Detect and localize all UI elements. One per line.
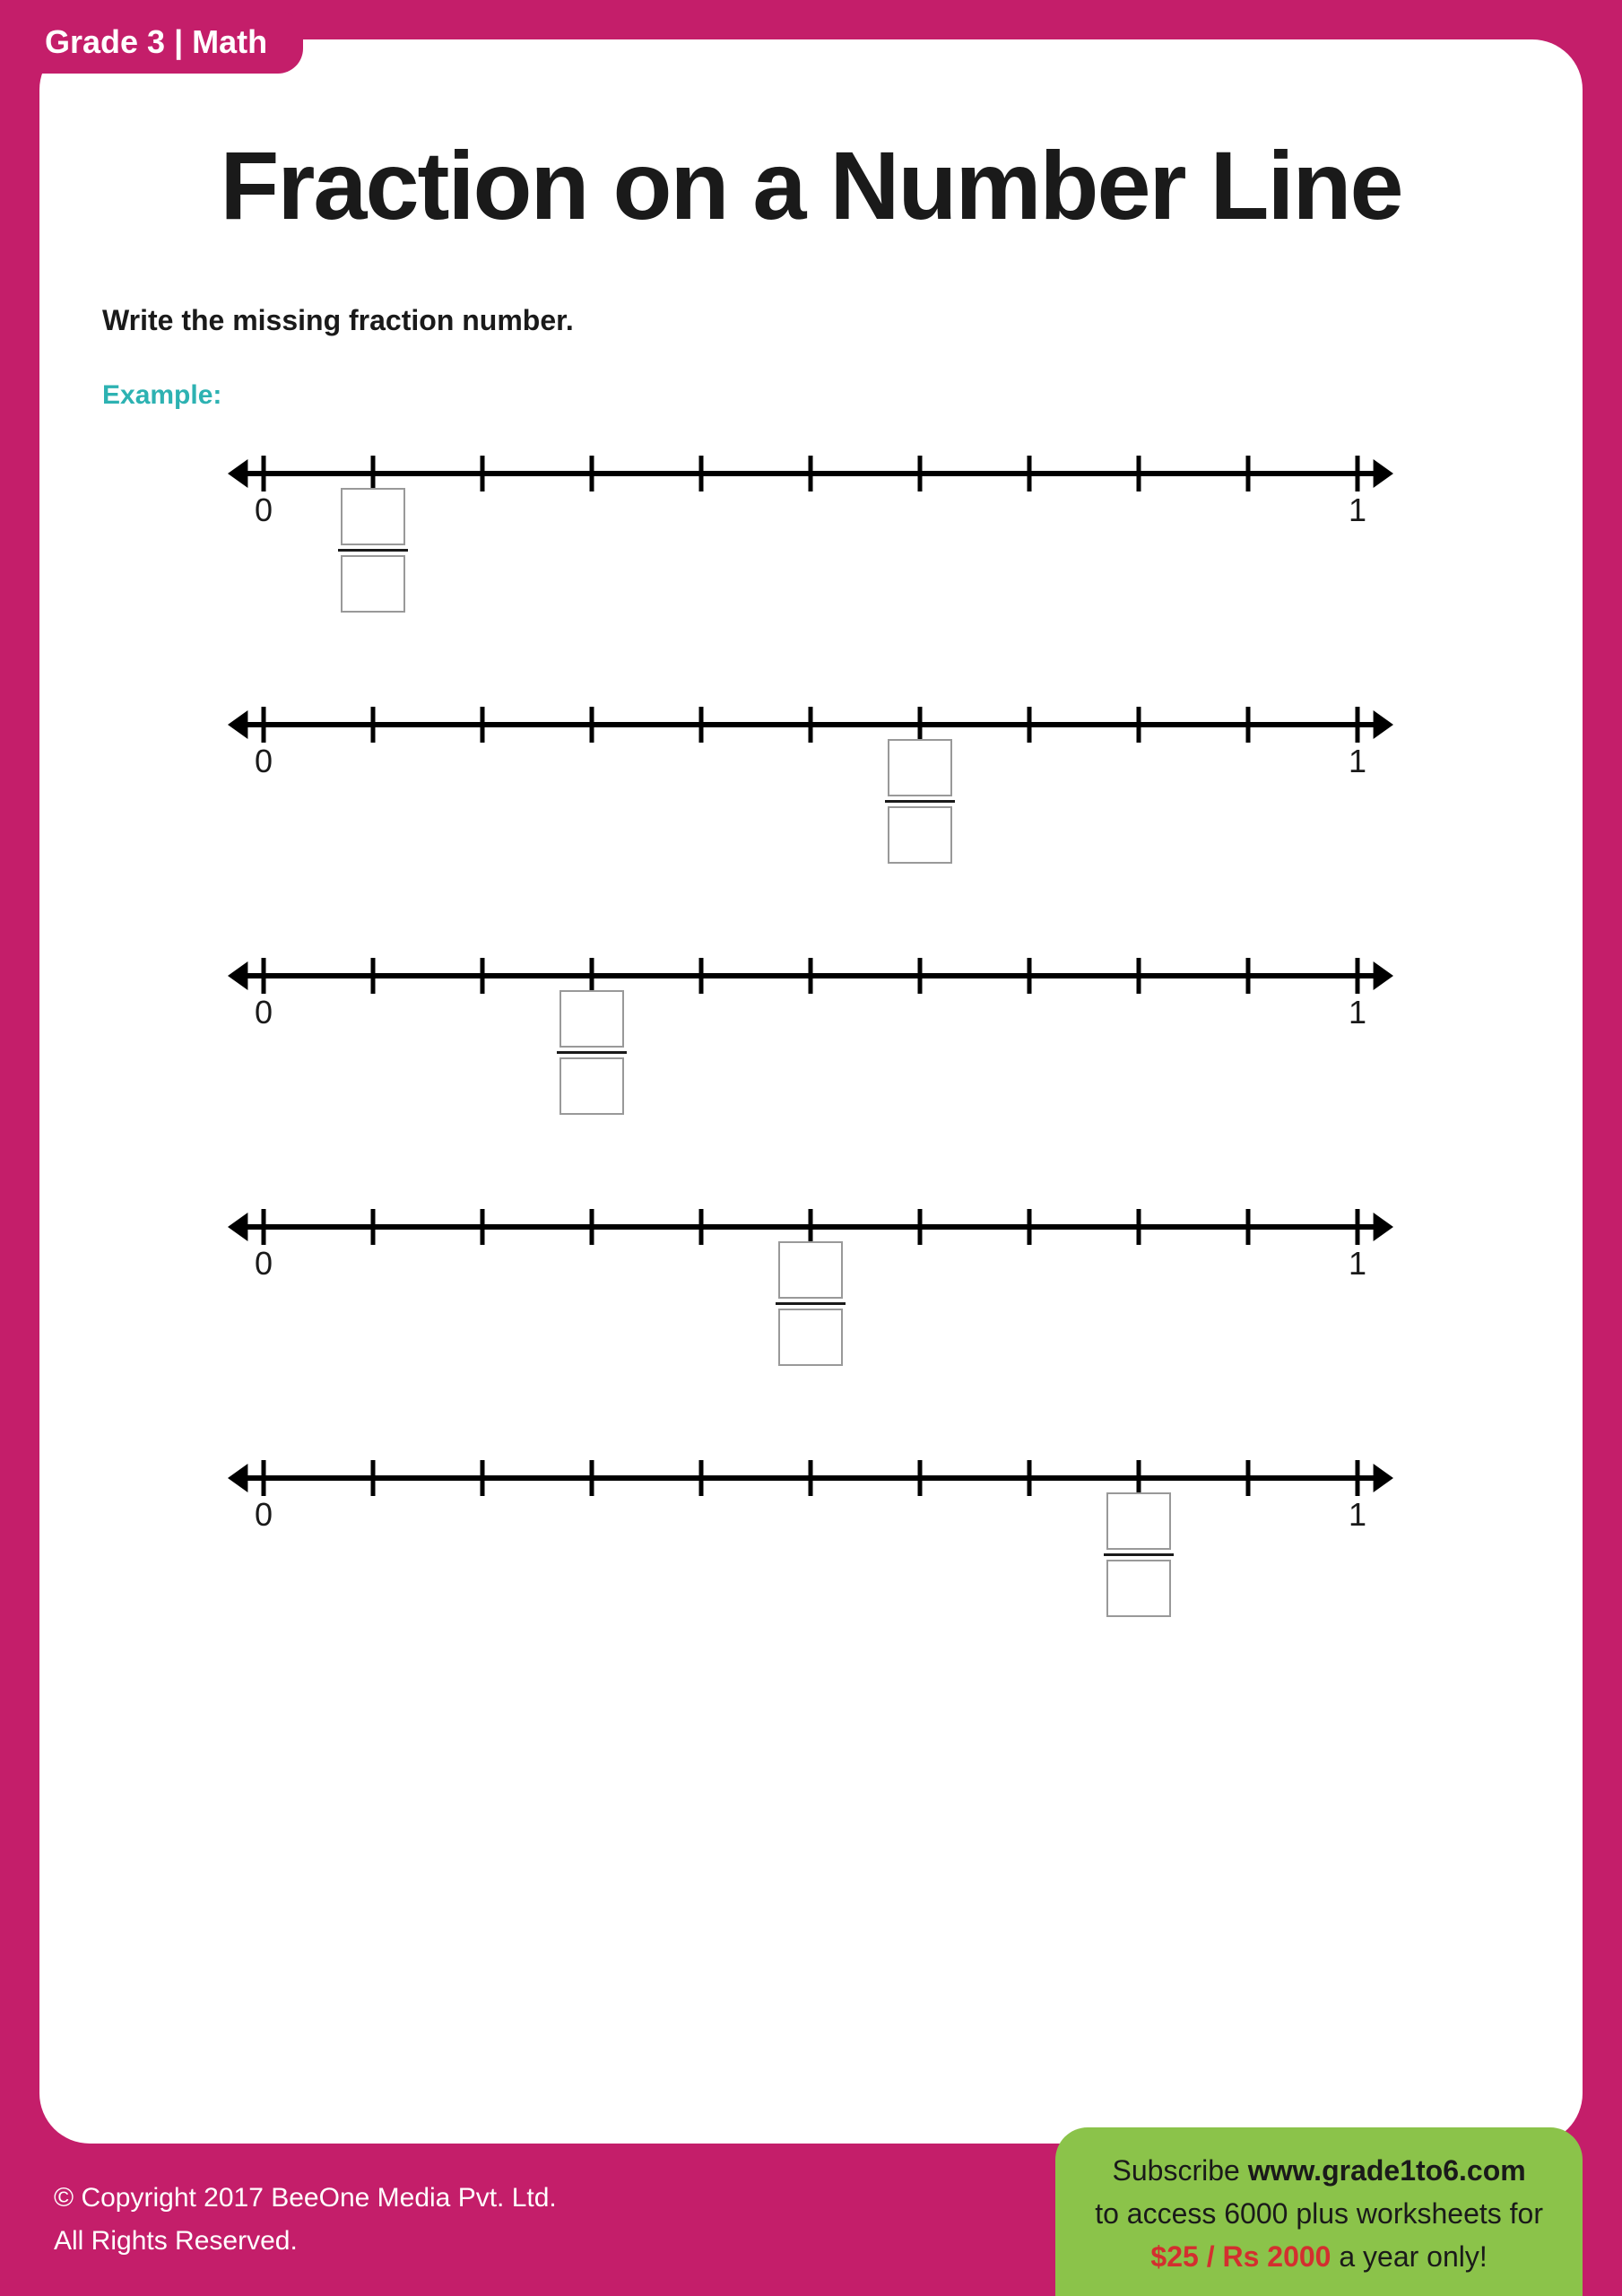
instruction-text: Write the missing fraction number.: [102, 304, 1520, 337]
fraction-bar: [1104, 1553, 1174, 1556]
page-footer: © Copyright 2017 BeeOne Media Pvt. Ltd. …: [0, 2144, 1622, 2296]
copyright-block: © Copyright 2017 BeeOne Media Pvt. Ltd. …: [54, 2177, 1055, 2263]
fraction-numerator-input[interactable]: [778, 1241, 843, 1299]
copyright-line-2: All Rights Reserved.: [54, 2220, 1055, 2263]
number-line-svg: [228, 689, 1393, 770]
subscribe-price: $25 / Rs 2000: [1150, 2240, 1331, 2273]
number-line-problem: 01: [228, 1191, 1466, 1272]
number-line-problem: 01: [228, 438, 1466, 518]
fraction-numerator-input[interactable]: [1106, 1492, 1171, 1550]
number-line-start-label: 0: [255, 994, 273, 1031]
subscribe-line-3: $25 / Rs 2000 a year only!: [1095, 2235, 1543, 2278]
example-label: Example:: [102, 380, 1520, 411]
worksheet-page: Grade 3 | Math Fraction on a Number Line…: [0, 0, 1622, 2296]
number-line-problem: 01: [228, 689, 1466, 770]
number-line-start-label: 0: [255, 1245, 273, 1283]
number-line-end-label: 1: [1349, 1245, 1366, 1283]
number-line-start-label: 0: [255, 743, 273, 780]
fraction-numerator-input[interactable]: [888, 739, 952, 796]
subscribe-prefix: Subscribe: [1113, 2154, 1248, 2187]
number-line-end-label: 1: [1349, 743, 1366, 780]
copyright-line-1: © Copyright 2017 BeeOne Media Pvt. Ltd.: [54, 2177, 1055, 2220]
fraction-answer-box[interactable]: [559, 990, 624, 1115]
fraction-answer-box[interactable]: [888, 739, 952, 864]
number-line-end-label: 1: [1349, 491, 1366, 529]
fraction-denominator-input[interactable]: [1106, 1560, 1171, 1617]
fraction-answer-box[interactable]: [341, 488, 405, 613]
number-line-problem: 01: [228, 940, 1466, 1021]
subscribe-line-2: to access 6000 plus worksheets for: [1095, 2192, 1543, 2235]
subscribe-domain: www.grade1to6.com: [1248, 2154, 1526, 2187]
subscribe-callout: Subscribe www.grade1to6.com to access 60…: [1055, 2127, 1583, 2296]
tab-label: Grade 3 | Math: [45, 23, 267, 60]
fraction-denominator-input[interactable]: [559, 1057, 624, 1115]
fraction-bar: [557, 1051, 627, 1054]
number-line-problem: 01: [228, 1442, 1466, 1523]
subscribe-line-1: Subscribe www.grade1to6.com: [1095, 2149, 1543, 2192]
grade-subject-tab: Grade 3 | Math: [0, 11, 303, 74]
fraction-bar: [885, 800, 955, 803]
fraction-bar: [338, 549, 408, 552]
number-line-end-label: 1: [1349, 1496, 1366, 1534]
fraction-bar: [776, 1302, 846, 1305]
fraction-denominator-input[interactable]: [888, 806, 952, 864]
number-lines-container: 0101010101: [102, 438, 1520, 1523]
fraction-numerator-input[interactable]: [559, 990, 624, 1048]
fraction-answer-box[interactable]: [778, 1241, 843, 1366]
fraction-denominator-input[interactable]: [341, 555, 405, 613]
number-line-svg: [228, 940, 1393, 1021]
fraction-answer-box[interactable]: [1106, 1492, 1171, 1617]
number-line-svg: [228, 1442, 1393, 1523]
number-line-end-label: 1: [1349, 994, 1366, 1031]
worksheet-card: Fraction on a Number Line Write the miss…: [39, 39, 1583, 2144]
page-title: Fraction on a Number Line: [102, 129, 1520, 241]
fraction-numerator-input[interactable]: [341, 488, 405, 545]
subscribe-suffix: a year only!: [1331, 2240, 1487, 2273]
number-line-start-label: 0: [255, 491, 273, 529]
fraction-denominator-input[interactable]: [778, 1309, 843, 1366]
number-line-start-label: 0: [255, 1496, 273, 1534]
